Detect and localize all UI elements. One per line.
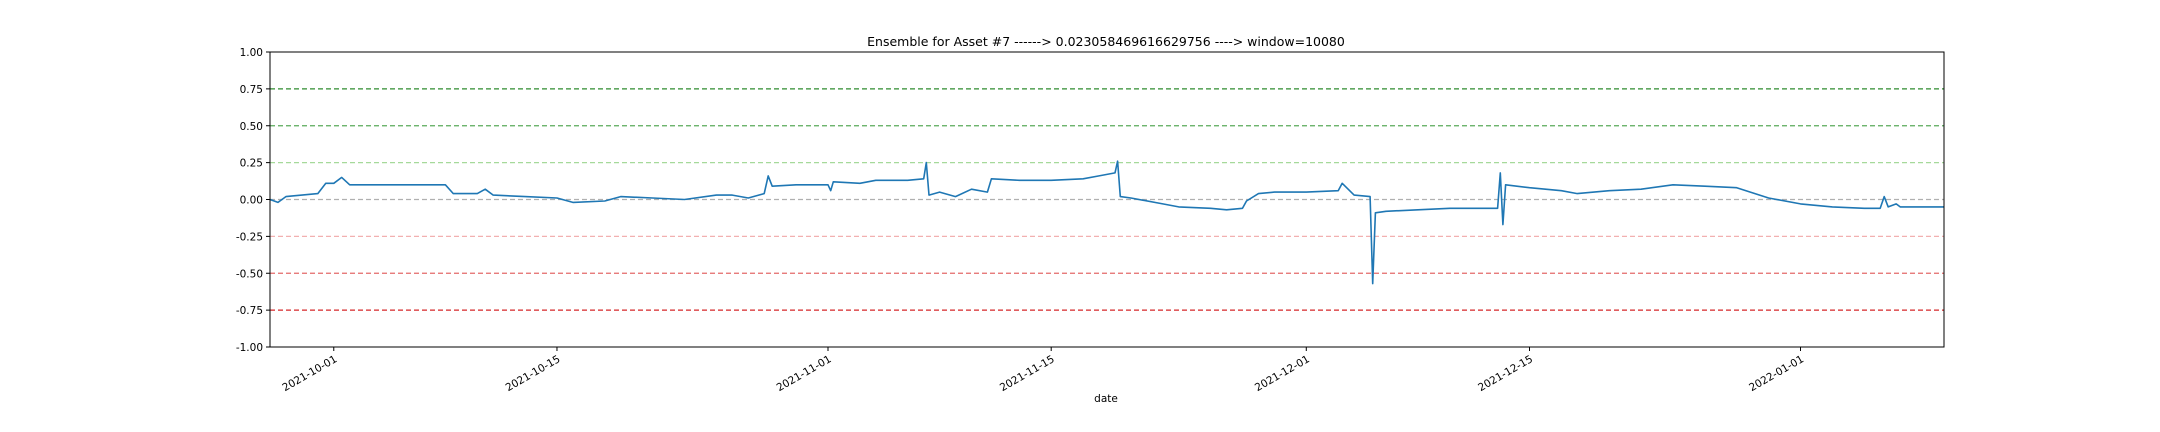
reference-lines [270, 88, 1944, 311]
x-axis-title: date [1094, 393, 1118, 405]
chart-title: Ensemble for Asset #7 ------> 0.02305846… [867, 34, 1345, 49]
y-tick-label: -0.25 [236, 231, 263, 243]
y-axis: 1.00 0.75 0.50 0.25 0.00 -0.25 -0.50 -0.75 -1.00 [236, 47, 270, 354]
y-tick-label: -1.00 [236, 342, 263, 354]
y-tick-label: -0.75 [236, 305, 263, 317]
series-layer [269, 160, 1944, 285]
y-tick-label: 0.50 [240, 121, 263, 133]
y-tick-label: 0.00 [240, 195, 263, 207]
y-tick-label: 0.75 [240, 84, 263, 96]
plot-area-frame [269, 51, 1945, 348]
series-line [269, 160, 1944, 285]
y-tick-label: -0.50 [236, 268, 263, 280]
y-tick-label: 0.25 [240, 158, 263, 170]
y-tick-label: 1.00 [240, 47, 263, 59]
